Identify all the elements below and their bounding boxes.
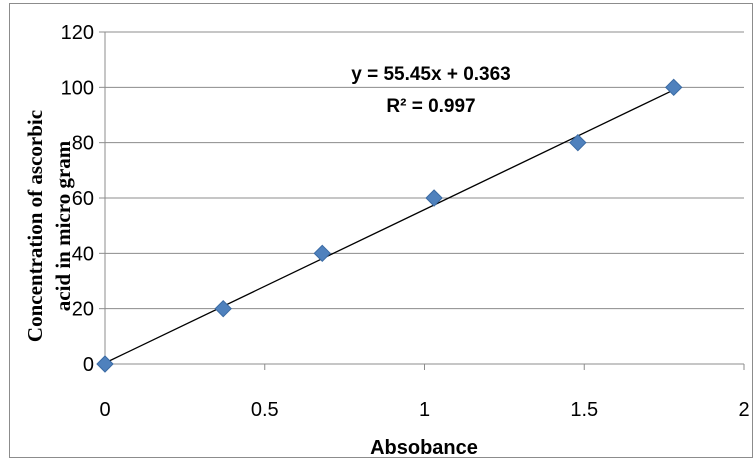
y-tick-labels: 0 20 40 60 80 100 120 bbox=[61, 22, 94, 376]
data-point bbox=[425, 189, 443, 207]
y-tick-label: 40 bbox=[72, 243, 94, 265]
data-point bbox=[214, 299, 232, 318]
y-tick-label: 60 bbox=[72, 188, 94, 210]
data-points bbox=[96, 78, 683, 373]
y-tick-label: 0 bbox=[83, 354, 94, 376]
data-point bbox=[313, 244, 331, 263]
trendline-equation: y = 55.45x + 0.363 bbox=[351, 64, 511, 85]
y-axis-label-line-1: Concentration of ascorbic bbox=[23, 110, 47, 342]
y-tick-label: 100 bbox=[61, 77, 94, 99]
data-point bbox=[96, 355, 114, 373]
gridlines bbox=[105, 31, 744, 310]
y-axis-label: Concentration of ascorbic acid in micro … bbox=[23, 110, 75, 342]
y-tick-label: 20 bbox=[72, 299, 94, 321]
x-tick-label: 0 bbox=[99, 399, 110, 421]
y-tick-label: 80 bbox=[72, 133, 94, 155]
x-tick-labels: 0 0.5 1 1.5 2 bbox=[99, 399, 749, 421]
x-tick-label: 1 bbox=[419, 399, 430, 421]
x-axis-label: Absobance bbox=[370, 437, 478, 459]
trendline bbox=[104, 89, 674, 364]
y-tick-label: 120 bbox=[61, 22, 94, 44]
y-axis-label-line-2: acid in micro gram bbox=[51, 140, 75, 311]
x-tick-label: 0.5 bbox=[251, 399, 279, 421]
x-tick-label: 1.5 bbox=[570, 399, 598, 421]
r-squared-label: R² = 0.997 bbox=[386, 96, 475, 117]
data-point bbox=[665, 78, 683, 97]
data-point bbox=[569, 133, 587, 152]
x-tick-label: 2 bbox=[738, 399, 749, 421]
trendline-group bbox=[104, 89, 674, 364]
